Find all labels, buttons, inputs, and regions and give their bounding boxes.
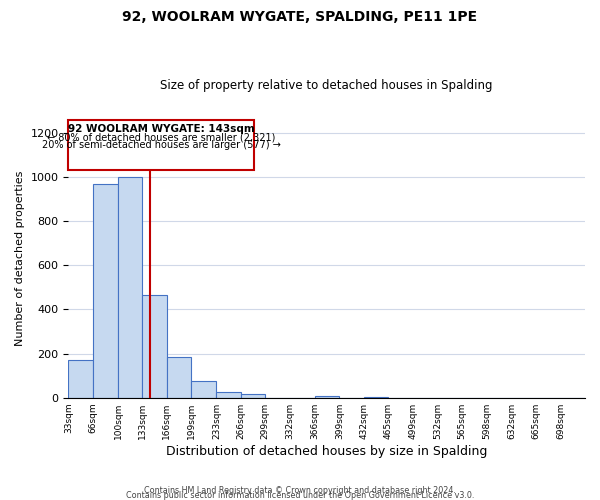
Bar (142, 295, 167, 398)
Bar (93, 184, 118, 398)
Text: 92, WOOLRAM WYGATE, SPALDING, PE11 1PE: 92, WOOLRAM WYGATE, SPALDING, PE11 1PE (122, 10, 478, 24)
Bar (217, 392, 241, 398)
Text: Contains public sector information licensed under the Open Government Licence v3: Contains public sector information licen… (126, 491, 474, 500)
Text: ← 80% of detached houses are smaller (2,321): ← 80% of detached houses are smaller (2,… (47, 132, 275, 142)
Bar (241, 394, 265, 398)
X-axis label: Distribution of detached houses by size in Spalding: Distribution of detached houses by size … (166, 444, 487, 458)
Bar (191, 381, 217, 398)
Bar (364, 396, 388, 398)
Bar (118, 177, 142, 398)
Text: Contains HM Land Registry data © Crown copyright and database right 2024.: Contains HM Land Registry data © Crown c… (144, 486, 456, 495)
Text: 92 WOOLRAM WYGATE: 143sqm: 92 WOOLRAM WYGATE: 143sqm (68, 124, 255, 134)
Text: 20% of semi-detached houses are larger (577) →: 20% of semi-detached houses are larger (… (42, 140, 281, 150)
Bar (68, 360, 93, 398)
Bar (167, 357, 191, 398)
FancyBboxPatch shape (68, 120, 254, 170)
Title: Size of property relative to detached houses in Spalding: Size of property relative to detached ho… (160, 79, 493, 92)
Y-axis label: Number of detached properties: Number of detached properties (15, 171, 25, 346)
Bar (315, 396, 339, 398)
